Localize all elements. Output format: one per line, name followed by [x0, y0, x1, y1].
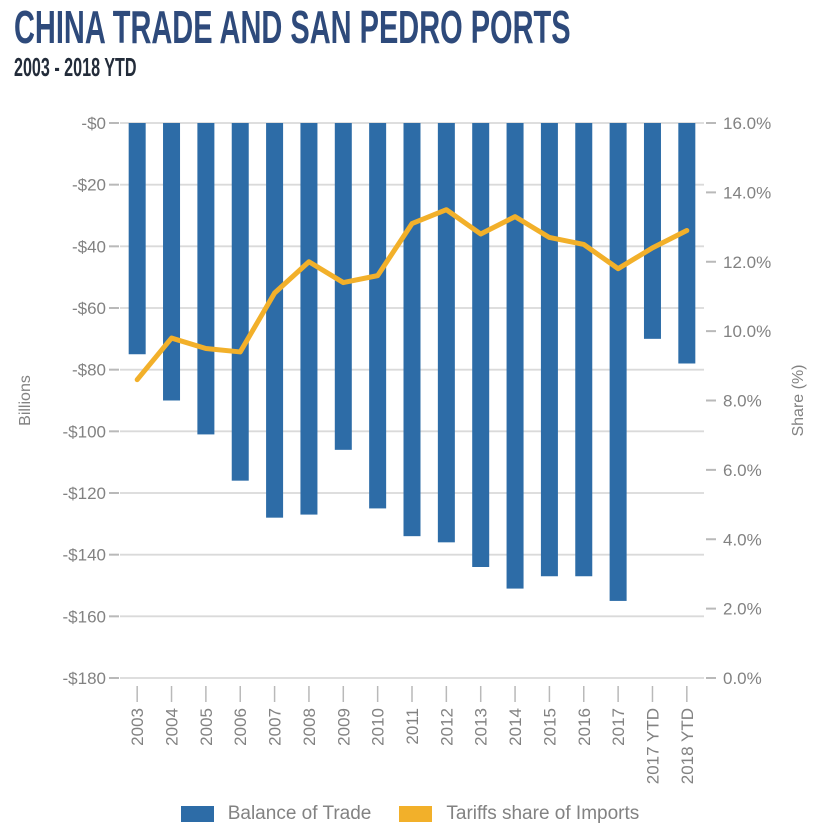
bar-2007	[266, 123, 284, 518]
right-axis-tick-label: 6.0%	[723, 461, 762, 480]
bar-2017	[609, 123, 627, 601]
x-axis-label-2010: 2010	[369, 708, 388, 746]
chart-subtitle: 2003 - 2018 YTD	[14, 52, 137, 82]
bar-2016	[575, 123, 593, 577]
x-axis-label-2012: 2012	[437, 708, 456, 746]
x-axis-label-2005: 2005	[197, 708, 216, 746]
bar-2004	[163, 123, 181, 401]
right-axis-tick-label: 10.0%	[723, 322, 771, 341]
right-axis-title: Share (%)	[790, 364, 807, 436]
x-axis-label-2015: 2015	[540, 708, 559, 746]
x-axis-label-2017 YTD: 2017 YTD	[643, 708, 662, 784]
left-axis-tick-label: -$140	[63, 546, 106, 565]
left-axis-tick-label: -$100	[63, 422, 106, 441]
legend-item-tariffs-share: Tariffs share of Imports	[399, 803, 639, 825]
x-axis-label-2006: 2006	[231, 708, 250, 746]
chart-header: CHINA TRADE AND SAN PEDRO PORTS 2003 - 2…	[14, 4, 820, 80]
right-axis-tick-label: 4.0%	[723, 530, 762, 549]
combo-chart-canvas: -$0 -$20 -$40 -$60 -$80 -$100 -$120 -$140 -$160 -…	[17, 114, 807, 784]
chart-legend: Balance of Trade Tariffs share of Import…	[0, 803, 820, 825]
left-axis-tick-label: -$160	[63, 607, 106, 626]
left-axis-tick-label: -$0	[81, 114, 106, 133]
left-axis-tick-label: -$20	[72, 176, 106, 195]
x-axis-label-2007: 2007	[266, 708, 285, 746]
left-axis-tick-label: -$40	[72, 237, 106, 256]
x-axis-label-2017: 2017	[609, 708, 628, 746]
bar-2008	[300, 123, 318, 515]
bar-2010	[369, 123, 387, 509]
left-axis-tick-label: -$60	[72, 299, 106, 318]
bar-2018 YTD	[678, 123, 696, 364]
x-axis-label-2013: 2013	[472, 708, 491, 746]
x-axis-label-2004: 2004	[163, 708, 182, 746]
right-axis-tick-label: 0.0%	[723, 669, 762, 688]
bar-2015	[540, 123, 558, 577]
chart-title: CHINA TRADE AND SAN PEDRO PORTS	[14, 1, 571, 53]
bar-2013	[472, 123, 490, 567]
bar-2005	[197, 123, 215, 435]
x-axis-label-2018 YTD: 2018 YTD	[678, 708, 697, 784]
right-axis-tick-label: 14.0%	[723, 183, 771, 202]
legend-label-tariffs-share: Tariffs share of Imports	[446, 803, 640, 824]
x-axis-label-2008: 2008	[300, 708, 319, 746]
x-axis-label-2011: 2011	[403, 708, 422, 745]
left-axis-title: Billions	[17, 375, 34, 426]
right-axis-tick-label: 16.0%	[723, 114, 771, 133]
bar-2006	[231, 123, 249, 481]
legend-label-balance-of-trade: Balance of Trade	[227, 803, 372, 824]
legend-swatch-line-series	[399, 806, 433, 822]
left-axis-tick-label: -$120	[63, 484, 106, 503]
right-axis-tick-label: 8.0%	[723, 392, 762, 411]
legend-swatch-bar-series	[180, 806, 214, 822]
bar-2003	[128, 123, 146, 355]
bar-2014	[506, 123, 524, 589]
bar-2009	[334, 123, 352, 450]
x-axis-label-2009: 2009	[334, 708, 353, 746]
x-axis-label-2003: 2003	[128, 708, 147, 746]
legend-item-balance-of-trade: Balance of Trade	[180, 803, 372, 825]
left-axis-tick-label: -$80	[72, 361, 106, 380]
left-axis-tick-label: -$180	[63, 669, 106, 688]
bar-2011	[403, 123, 421, 537]
tariffs-share-line	[134, 207, 690, 383]
x-axis-label-2014: 2014	[506, 708, 525, 746]
right-axis-tick-label: 12.0%	[723, 253, 771, 272]
bar-2012	[437, 123, 455, 543]
right-axis-tick-label: 2.0%	[723, 600, 762, 619]
x-axis-label-2016: 2016	[575, 708, 594, 746]
bar-2017 YTD	[643, 123, 661, 339]
